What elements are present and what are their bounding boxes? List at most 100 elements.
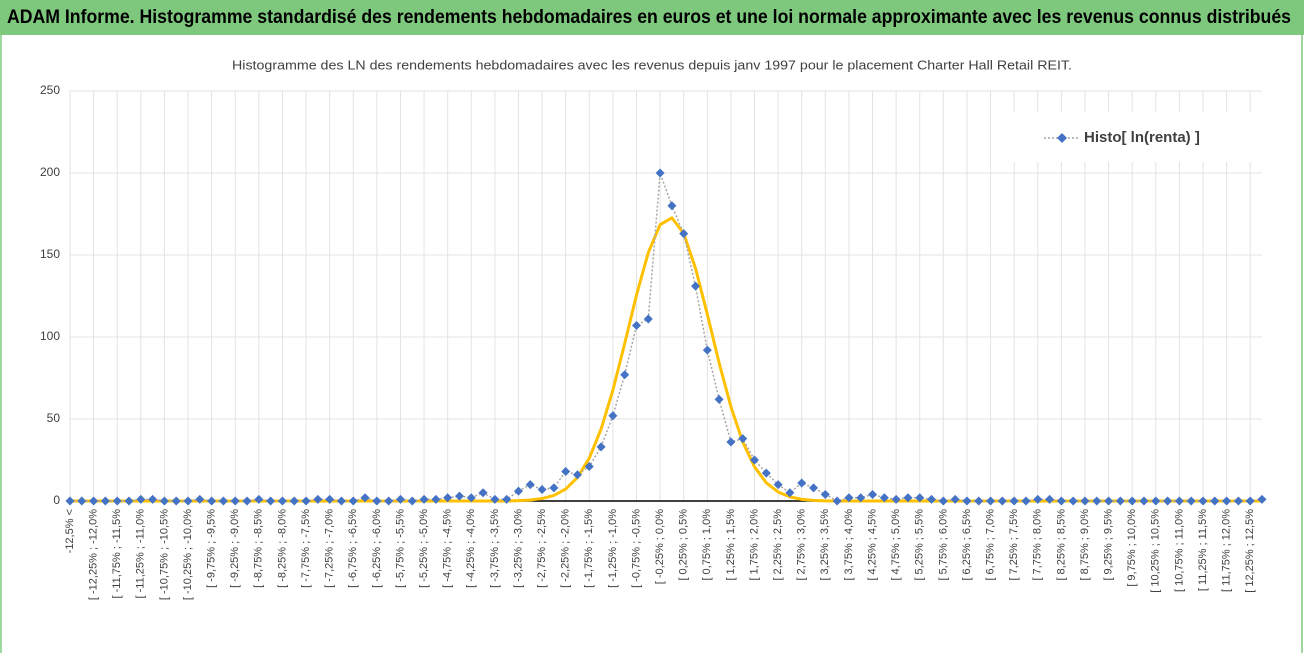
data-point <box>927 494 937 504</box>
data-point <box>313 494 323 504</box>
data-point <box>1139 496 1149 506</box>
data-point <box>490 494 500 504</box>
data-point <box>643 314 653 324</box>
x-tick-label: [ 10,25% ; 10,5% <box>1150 509 1162 593</box>
x-tick-label: [ 8,25% ; 8,5% <box>1055 509 1067 581</box>
y-tick-label: 100 <box>40 329 60 343</box>
x-tick-label: [ 3,25% ; 3,5% <box>819 509 831 581</box>
data-point <box>195 494 205 504</box>
x-tick-label: [ -10,75% ; -10,5% <box>158 509 170 600</box>
y-tick-label: 250 <box>40 83 60 97</box>
data-point <box>100 496 110 506</box>
x-tick-label: [ -12,25% ; -12,0% <box>88 509 100 600</box>
data-point <box>809 483 819 493</box>
y-tick-label: 200 <box>40 165 60 179</box>
data-point <box>797 478 807 488</box>
data-point <box>1233 496 1243 506</box>
series-line <box>70 172 1263 502</box>
legend-marker <box>1057 133 1067 143</box>
data-point <box>230 496 240 506</box>
data-point <box>218 496 228 506</box>
data-point <box>407 496 417 506</box>
x-tick-label: [ -2,75% ; -2,5% <box>536 509 548 588</box>
data-point <box>525 480 535 490</box>
x-tick-label: [ 10,75% ; 11,0% <box>1173 509 1185 592</box>
data-point <box>112 496 122 506</box>
data-point <box>1210 496 1220 506</box>
data-point <box>667 201 677 211</box>
data-point <box>77 496 87 506</box>
chart-title: Histogramme des LN des rendements hebdom… <box>232 57 1072 72</box>
data-point <box>1198 496 1208 506</box>
x-tick-label: [ -1,25% ; -1,0% <box>607 509 619 588</box>
data-point <box>997 496 1007 506</box>
data-point <box>903 493 913 503</box>
data-point <box>714 394 724 404</box>
data-point <box>289 496 299 506</box>
data-point <box>372 496 382 506</box>
data-point <box>348 496 358 506</box>
data-point <box>1163 496 1173 506</box>
data-point <box>868 489 878 499</box>
data-point <box>65 496 75 506</box>
y-tick-label: 150 <box>40 247 60 261</box>
data-point <box>89 496 99 506</box>
header-title: ADAM Informe. Histogramme standardisé de… <box>7 7 1291 28</box>
x-tick-label: [ -2,25% ; -2,0% <box>560 509 572 588</box>
data-point <box>454 491 464 501</box>
data-point <box>1068 496 1078 506</box>
x-tick-label: [ -10,25% ; -10,0% <box>182 509 194 600</box>
data-point <box>124 496 134 506</box>
y-tick-label: 0 <box>53 493 60 507</box>
x-tick-label: [ 12,25% ; 12,5% <box>1244 509 1256 593</box>
data-point <box>938 496 948 506</box>
data-point <box>1174 496 1184 506</box>
x-tick-label: [ -4,25% ; -4,0% <box>465 509 477 588</box>
data-point <box>1115 496 1125 506</box>
legend-label: Histo[ ln(renta) ] <box>1084 129 1200 146</box>
data-point <box>773 480 783 490</box>
data-point <box>1151 496 1161 506</box>
x-tick-label: [ -6,75% ; -6,5% <box>347 509 359 588</box>
data-point <box>974 496 984 506</box>
data-point <box>478 488 488 498</box>
data-point <box>832 496 842 506</box>
x-tick-label: [ -4,75% ; -4,5% <box>442 509 454 588</box>
data-point <box>431 494 441 504</box>
data-point <box>820 489 830 499</box>
y-tick-label: 50 <box>47 411 61 425</box>
x-tick-label: [ 4,25% ; 4,5% <box>866 509 878 581</box>
data-point <box>277 496 287 506</box>
x-tick-label: [ -7,25% ; -7,0% <box>324 509 336 588</box>
data-point <box>183 496 193 506</box>
data-point <box>891 494 901 504</box>
data-point <box>1104 496 1114 506</box>
x-tick-label: [ -1,75% ; -1,5% <box>583 509 595 588</box>
data-point <box>879 493 889 503</box>
data-point <box>655 168 665 178</box>
data-point <box>572 470 582 480</box>
data-point <box>1092 496 1102 506</box>
data-point <box>513 486 523 496</box>
x-tick-label: [ -5,75% ; -5,5% <box>394 509 406 588</box>
header-bar <box>0 0 1304 35</box>
x-tick-label: [ -8,75% ; -8,5% <box>253 509 265 588</box>
data-point <box>561 466 571 476</box>
data-point <box>761 468 771 478</box>
x-tick-label: [ 9,25% ; 9,5% <box>1102 509 1114 581</box>
data-point <box>242 496 252 506</box>
x-tick-label: [ -3,75% ; -3,5% <box>489 509 501 588</box>
data-point <box>301 496 311 506</box>
data-point <box>1222 496 1232 506</box>
data-point <box>384 496 394 506</box>
x-tick-label: [ 1,25% ; 1,5% <box>725 509 737 581</box>
data-point <box>702 345 712 355</box>
data-point <box>171 496 181 506</box>
data-point <box>750 455 760 465</box>
x-tick-label: [ 7,25% ; 7,5% <box>1008 509 1020 581</box>
x-tick-label: [ 9,75% ; 10,0% <box>1126 509 1138 587</box>
x-tick-label: [ 4,75% ; 5,0% <box>890 509 902 581</box>
x-tick-label: [ 11,75% ; 12,0% <box>1221 509 1233 592</box>
